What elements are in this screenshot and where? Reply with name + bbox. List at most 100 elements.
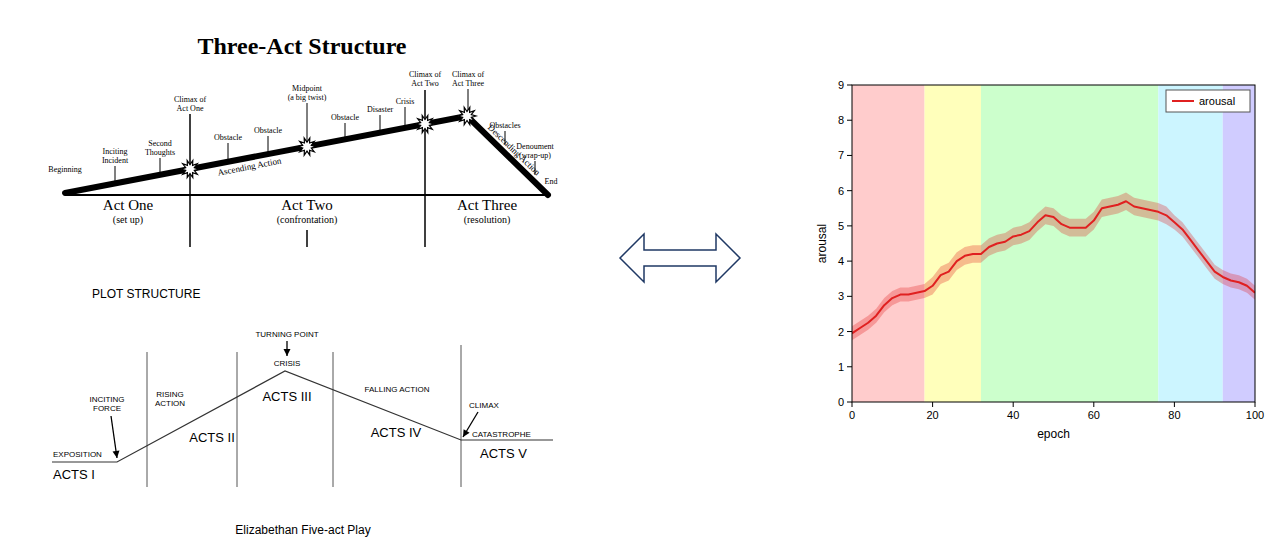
act-divider (424, 90, 426, 247)
pointer-arrow (463, 412, 478, 437)
y-tick (847, 155, 852, 156)
arrow-head (284, 349, 291, 356)
y-tick (847, 120, 852, 121)
event-label: Act One (177, 104, 204, 113)
event-label: Obstacle (214, 133, 242, 142)
plot-label: INCITING (89, 395, 124, 404)
phase-band (1223, 85, 1255, 402)
y-tick-label: 6 (838, 185, 844, 197)
x-tick (1013, 402, 1014, 407)
event-tick (380, 115, 381, 133)
y-tick-label: 8 (838, 114, 844, 126)
y-tick (847, 85, 852, 86)
y-tick-label: 3 (838, 290, 844, 302)
climax-burst (298, 138, 316, 155)
event-label: (a big twist) (288, 93, 327, 102)
y-tick-label: 0 (838, 396, 844, 408)
act-divider (147, 352, 148, 487)
x-tick-label: 0 (849, 409, 855, 421)
event-tick (345, 123, 346, 139)
event-tick (228, 143, 229, 162)
plot-label: FORCE (93, 404, 121, 413)
y-tick (847, 261, 852, 262)
event-label: Obstacle (331, 113, 359, 122)
act-subtitle: (resolution) (464, 214, 511, 226)
action-label: Ascending Action (217, 155, 283, 177)
x-tick-label: 40 (1007, 409, 1019, 421)
legend-label: arousal (1199, 95, 1235, 107)
x-tick (1174, 402, 1175, 407)
event-label: Inciting (103, 147, 128, 156)
event-tick (307, 103, 308, 147)
y-tick-label: 5 (838, 220, 844, 232)
series-line (852, 201, 1255, 333)
diagram-title: Three-Act Structure (197, 33, 406, 59)
plot-label: TURNING POINT (255, 330, 318, 339)
x-tick (1093, 402, 1094, 407)
arousal-chart: 0123456789020406080100epocharousalarousa… (815, 79, 1264, 441)
event-label: Climax of (409, 70, 442, 79)
plot-label: RISING (156, 390, 184, 399)
x-tick (1255, 402, 1256, 407)
figure: Three-Act StructureBeginningIncitingInci… (0, 0, 1280, 548)
action-label: Descending Action (486, 122, 543, 177)
y-tick (847, 366, 852, 367)
x-tick-label: 60 (1088, 409, 1100, 421)
climax-burst (181, 161, 199, 178)
act-subtitle: (confrontation) (277, 214, 338, 226)
y-tick-label: 7 (838, 149, 844, 161)
event-label: Climax of (174, 95, 207, 104)
y-tick (847, 225, 852, 226)
plot-label: CLIMAX (469, 401, 499, 410)
event-label: Beginning (48, 165, 81, 174)
act-divider (461, 345, 462, 487)
event-label: Climax of (452, 70, 485, 79)
event-label: Second (148, 139, 172, 148)
double-arrow (620, 234, 740, 282)
x-tick (932, 402, 933, 407)
x-tick-label: 80 (1168, 409, 1180, 421)
diagram-heading: PLOT STRUCTURE (92, 287, 200, 301)
y-tick-label: 2 (838, 326, 844, 338)
diagram-caption: Elizabethan Five-act Play (235, 523, 370, 537)
event-label: Obstacle (254, 126, 282, 135)
event-label: Act Three (452, 79, 485, 88)
climax-burst (458, 107, 476, 124)
baseline (65, 194, 548, 196)
ascending-line (65, 116, 467, 193)
x-tick (852, 402, 853, 407)
legend: arousal (1166, 90, 1250, 112)
plot-label: EXPOSITION (53, 450, 102, 459)
x-tick-label: 100 (1246, 409, 1264, 421)
error-band (852, 192, 1255, 340)
event-label: Thoughts (145, 148, 175, 157)
act-name: Act Three (457, 197, 517, 213)
y-tick (847, 331, 852, 332)
event-label: Disaster (367, 105, 394, 114)
plot-frame (852, 85, 1255, 402)
event-tick (115, 166, 116, 183)
arrow-head (463, 429, 470, 437)
event-label: Act Two (411, 79, 439, 88)
act-name: Act Two (281, 197, 333, 213)
plot-label: CATASTROPHE (472, 430, 531, 439)
plot-label: FALLING ACTION (365, 385, 430, 394)
arrow-head (113, 451, 120, 458)
phase-band (852, 85, 925, 402)
background (0, 0, 1280, 548)
act-divider (333, 352, 334, 487)
y-axis-label: arousal (815, 224, 829, 263)
x-axis-label: epoch (1037, 427, 1070, 441)
act-divider (306, 230, 308, 247)
plot-label: CRISIS (274, 359, 301, 368)
act-divider (237, 352, 238, 487)
y-tick (847, 190, 852, 191)
three-act-diagram: Three-Act StructureBeginningIncitingInci… (48, 33, 557, 247)
legend-swatch (1172, 100, 1194, 102)
event-label: Crisis (396, 97, 415, 106)
act-subtitle: (set up) (113, 214, 143, 226)
y-tick (847, 402, 852, 403)
event-tick (160, 158, 161, 175)
legend-box (1166, 90, 1250, 112)
plot-area (852, 85, 1255, 402)
